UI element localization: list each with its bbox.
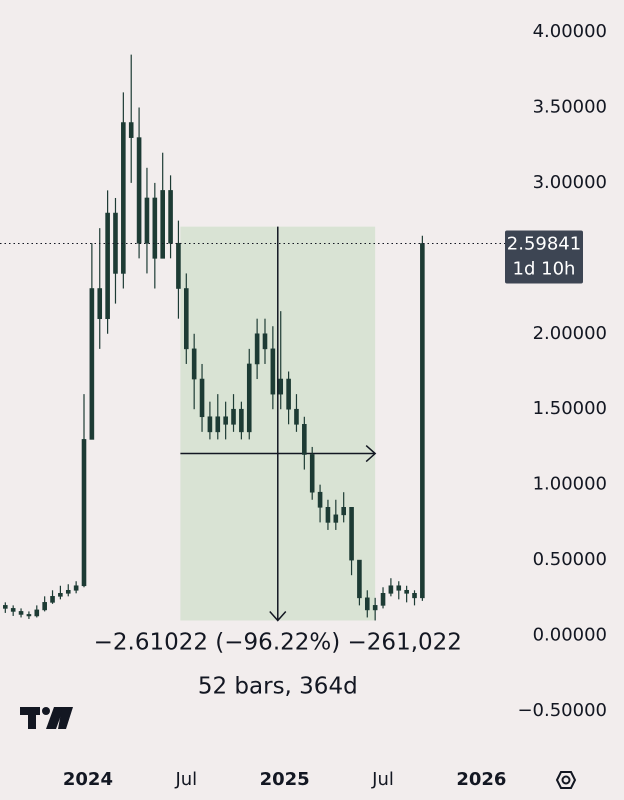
y-tick-label: 3.50000: [533, 96, 607, 117]
logo-part: [28, 707, 36, 729]
candle-body: [364, 597, 370, 611]
measure-bars: 52 bars, 364d: [198, 674, 358, 700]
candle-body: [81, 439, 87, 587]
candle-body: [105, 212, 110, 319]
logo-part: [46, 707, 64, 729]
measure-tool: [180, 226, 377, 622]
y-tick-label: 1.50000: [533, 398, 607, 419]
candle-body: [231, 408, 236, 425]
candle-body: [50, 596, 55, 603]
y-tick-label: 1.00000: [533, 474, 607, 495]
candle-body: [317, 491, 323, 508]
candle-body: [121, 122, 126, 274]
candle-body: [302, 424, 307, 455]
x-tick-label: 2025: [260, 769, 310, 790]
candle-body: [325, 506, 331, 523]
candle-body: [294, 408, 299, 425]
candle-body: [333, 514, 339, 523]
candle-body: [341, 506, 346, 516]
candles: [3, 54, 425, 621]
candle-body: [278, 378, 284, 395]
candle-body: [97, 288, 103, 319]
candle-body: [176, 242, 181, 289]
candle-body: [34, 609, 40, 617]
price-label-box: [505, 230, 583, 284]
candle-body: [388, 585, 394, 594]
candle-body: [136, 137, 142, 244]
countdown-label: 1d 10h: [513, 258, 576, 279]
measure-change: −2.61022 (−96.22%) −261,022: [94, 630, 462, 656]
candle-body: [65, 589, 71, 594]
candle-body: [262, 333, 268, 350]
candle-body: [152, 197, 158, 259]
candle-body: [286, 378, 291, 410]
settings-icon[interactable]: [555, 771, 577, 789]
y-tick-label: 0.50000: [533, 549, 607, 570]
candle-body: [26, 614, 32, 617]
x-tick-label: 2024: [63, 769, 113, 790]
candle-body: [191, 348, 197, 380]
labels: 4.00000 3.50000 3.00000 2.00000 1.50000 1.000…: [0, 21, 607, 790]
candle-body: [3, 605, 8, 609]
x-tick-label: Jul: [371, 769, 394, 790]
candle-body: [42, 602, 47, 611]
candle-body: [239, 408, 244, 433]
y-tick-label: 3.00000: [533, 172, 607, 193]
logo-part: [58, 707, 73, 729]
candle-body: [254, 333, 260, 365]
y-tick-label: 0.00000: [533, 625, 607, 646]
candle-body: [128, 122, 134, 138]
candle-body: [396, 585, 402, 591]
x-tick-label: Jul: [174, 769, 197, 790]
candle-body: [404, 589, 409, 594]
x-tick-label: 2026: [456, 769, 506, 790]
logo-part: [42, 707, 50, 715]
y-tick-label: 2.00000: [533, 323, 607, 344]
settings-dot[interactable]: [561, 775, 571, 785]
settings-hex[interactable]: [555, 771, 577, 789]
candle-body: [113, 212, 118, 274]
candle-body: [223, 416, 228, 425]
candle-body: [73, 585, 79, 591]
candle-body: [215, 416, 221, 433]
tradingview-logo: [20, 707, 73, 729]
measure-arrow: [269, 610, 287, 622]
candle-body: [270, 348, 276, 395]
y-tick-label: −0.50000: [517, 700, 607, 721]
candle-body: [412, 593, 417, 599]
candle-body: [199, 378, 205, 418]
candle-body: [18, 611, 24, 615]
candle-body: [10, 608, 16, 612]
candle-body: [89, 288, 95, 440]
candle-body: [380, 593, 386, 606]
candle-body: [144, 197, 150, 244]
candle-body: [58, 593, 63, 597]
candle-body: [420, 243, 425, 599]
candle-body: [349, 506, 354, 561]
candle-body: [207, 416, 213, 433]
y-tick-label: 4.00000: [533, 21, 607, 42]
candle-body: [184, 288, 189, 350]
candle-body: [168, 190, 173, 244]
candle-body: [309, 454, 315, 493]
candle-body: [357, 559, 362, 599]
candle-body: [246, 363, 252, 433]
measure-arrow: [365, 444, 377, 463]
candle-body: [372, 605, 378, 611]
candle-body: [160, 190, 165, 259]
price-label: 2.59841: [507, 233, 581, 254]
